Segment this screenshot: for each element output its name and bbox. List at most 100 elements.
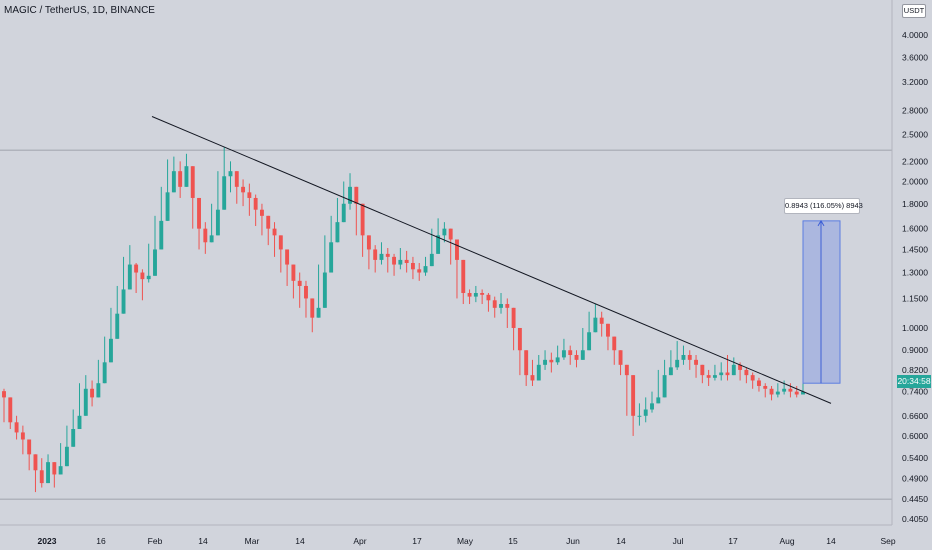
candle <box>624 364 629 416</box>
y-tick-label: 1.0000 <box>902 323 928 333</box>
measure-box[interactable] <box>802 219 841 384</box>
candle <box>656 369 661 404</box>
candle <box>379 242 384 265</box>
candle <box>700 364 705 384</box>
x-tick-label: 16 <box>96 536 106 546</box>
candle <box>417 262 422 281</box>
x-tick-label: 17 <box>728 536 738 546</box>
candle <box>549 352 554 373</box>
y-tick-label: 1.1500 <box>902 293 928 303</box>
candle <box>354 186 359 236</box>
candle <box>505 298 510 328</box>
candle <box>39 458 44 488</box>
y-tick-label: 0.4050 <box>902 514 928 524</box>
y-tick-label: 0.4900 <box>902 474 928 484</box>
x-tick-label: Jul <box>673 536 684 546</box>
price-axis[interactable]: 4.0000 3.6000 3.2000 2.8000 2.5000 2.2000 2.00… <box>891 0 928 525</box>
candle <box>341 181 346 223</box>
candle <box>146 243 151 283</box>
y-tick-label: 0.8200 <box>902 365 928 375</box>
candle <box>436 218 441 254</box>
candle <box>310 298 315 333</box>
candle <box>366 235 371 270</box>
y-tick-label: 3.6000 <box>902 52 928 62</box>
candle <box>190 166 195 229</box>
candle <box>662 359 667 398</box>
currency-button[interactable]: USDT <box>902 4 926 18</box>
candle <box>448 228 453 265</box>
candle <box>52 462 57 488</box>
candle <box>278 235 283 273</box>
candle <box>681 345 686 365</box>
y-tick-label: 0.6600 <box>902 411 928 421</box>
candle <box>530 359 535 386</box>
candle <box>64 425 69 467</box>
candle <box>134 262 139 293</box>
candle <box>442 222 447 243</box>
candle <box>20 425 25 455</box>
chart-title: MAGIC / TetherUS, 1D, BINANCE <box>4 5 155 16</box>
candle <box>360 203 365 257</box>
candle <box>272 222 277 257</box>
candle <box>769 385 774 401</box>
candle <box>33 454 38 493</box>
candle <box>511 307 516 351</box>
x-tick-label: Mar <box>245 536 260 546</box>
y-tick-label: 0.7400 <box>902 387 928 397</box>
time-axis[interactable]: 2023 16 Feb 14 Mar 14 Apr 17 May 15 Jun 14 Jul 17 Aug 1… <box>0 524 896 546</box>
x-tick-label: 14 <box>826 536 836 546</box>
x-tick-label: 2023 <box>38 536 57 546</box>
candle <box>650 391 654 413</box>
candle <box>304 280 308 318</box>
y-tick-label: 0.6000 <box>902 431 928 441</box>
trendline[interactable] <box>151 116 832 404</box>
candle <box>285 249 290 286</box>
y-tick-label: 2.2000 <box>902 156 928 166</box>
candle <box>568 345 573 365</box>
candle <box>121 256 126 314</box>
candle <box>423 256 428 276</box>
x-tick-label: 14 <box>198 536 208 546</box>
candle <box>140 269 145 301</box>
x-tick-label: Sep <box>880 536 895 546</box>
candle <box>467 289 472 305</box>
candle <box>8 397 13 430</box>
candle <box>215 171 220 236</box>
x-tick-label: Aug <box>779 536 794 546</box>
candle <box>788 383 793 398</box>
x-tick-label: May <box>457 536 474 546</box>
candle <box>473 285 478 303</box>
x-tick-label: 14 <box>295 536 305 546</box>
trendline-line[interactable] <box>151 116 832 404</box>
horizontal-levels <box>0 149 892 500</box>
y-tick-label: 2.0000 <box>902 176 928 186</box>
candle <box>322 235 327 308</box>
candle <box>14 415 19 440</box>
x-tick-label: Feb <box>148 536 163 546</box>
candle <box>159 186 164 250</box>
candle <box>499 292 503 314</box>
y-tick-label: 2.5000 <box>902 129 928 139</box>
y-tick-label: 3.2000 <box>902 77 928 87</box>
candle <box>543 350 548 370</box>
last-price-tag: 20:34:58 <box>897 375 931 388</box>
x-tick-label: Jun <box>566 536 580 546</box>
candle <box>259 203 264 236</box>
candle <box>153 215 157 276</box>
candle <box>763 383 768 398</box>
candle <box>561 338 566 360</box>
candle <box>266 215 271 246</box>
candle <box>373 245 378 273</box>
candle <box>719 362 724 381</box>
plot-area[interactable] <box>0 0 892 525</box>
candle <box>27 439 32 471</box>
candle <box>587 311 592 351</box>
candle <box>524 350 529 386</box>
candle <box>58 443 63 475</box>
candle <box>612 336 617 365</box>
candle <box>643 397 648 423</box>
candle <box>731 357 736 376</box>
candle <box>392 253 397 276</box>
